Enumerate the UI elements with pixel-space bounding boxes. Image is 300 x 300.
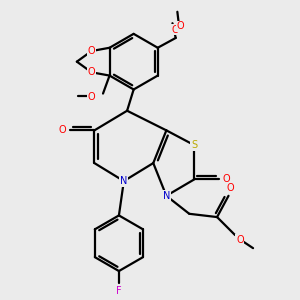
Text: O: O — [177, 22, 184, 32]
Text: O: O — [59, 125, 67, 135]
Text: O: O — [236, 235, 244, 245]
Text: N: N — [120, 176, 127, 186]
Text: O: O — [88, 92, 95, 102]
Text: O: O — [88, 46, 95, 56]
Text: F: F — [116, 286, 122, 296]
Text: S: S — [191, 140, 197, 150]
Text: N: N — [163, 191, 170, 201]
Text: O: O — [172, 25, 179, 35]
Text: O: O — [226, 183, 234, 193]
Text: O: O — [222, 174, 230, 184]
Text: O: O — [88, 67, 95, 77]
